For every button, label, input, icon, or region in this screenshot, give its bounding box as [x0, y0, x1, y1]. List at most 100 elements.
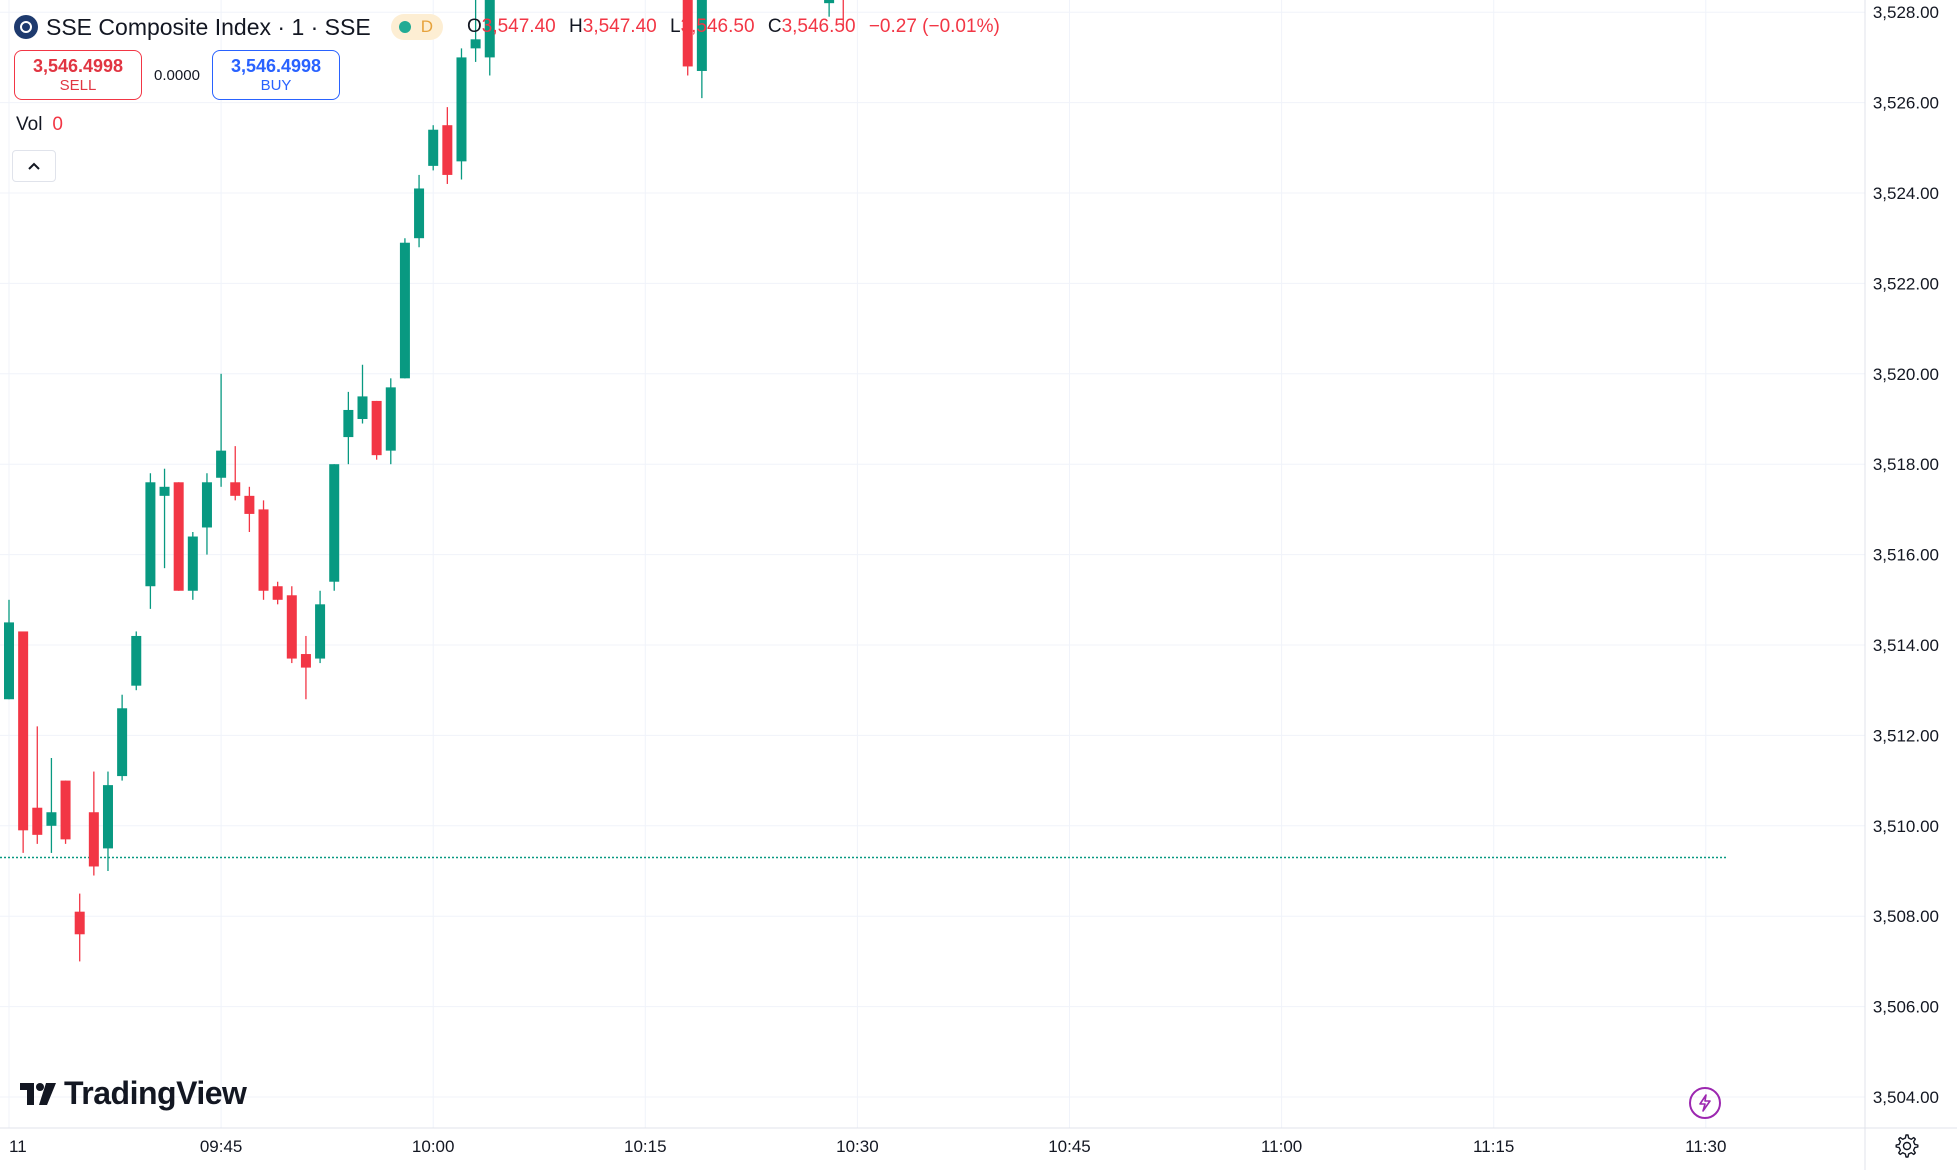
time-tick-label: 11:00	[1261, 1137, 1302, 1156]
spread-value: 0.0000	[154, 66, 200, 84]
time-tick-label: 11	[9, 1137, 27, 1156]
volume-label: Vol	[16, 114, 43, 135]
volume-legend[interactable]: Vol 0	[16, 114, 63, 136]
candle	[286, 586, 297, 664]
price-tick-label: 3,508.00	[1873, 907, 1939, 926]
sell-label: SELL	[59, 77, 97, 94]
time-axis: 11 09:45 10:00 10:15 10:30 10:45 11:00 11:15 11:…	[9, 1137, 1726, 1156]
candle	[329, 464, 340, 591]
candle	[442, 107, 453, 184]
candle-body	[484, 0, 495, 58]
candle	[470, 0, 481, 62]
candle	[244, 486, 255, 532]
candle-body	[230, 482, 241, 496]
candle	[117, 694, 128, 781]
candle	[682, 0, 693, 76]
close-label: C	[767, 16, 782, 37]
price-tick-label: 3,506.00	[1873, 998, 1939, 1017]
symbol-title[interactable]: SSE Composite Index · 1 · SSE	[46, 13, 371, 40]
candle-body	[258, 509, 269, 591]
candle	[357, 364, 368, 424]
candle-body	[286, 595, 297, 659]
price-tick-label: 3,504.00	[1873, 1088, 1939, 1107]
chart-header: SSE Composite Index · 1 · SSE D O 3,547.4…	[14, 12, 1008, 42]
lightning-icon	[1699, 1094, 1711, 1112]
lightning-button[interactable]	[1689, 1087, 1721, 1119]
candle	[60, 780, 71, 844]
candle	[201, 473, 212, 555]
high-label: H	[569, 16, 583, 37]
candle	[696, 0, 707, 99]
candle	[173, 482, 184, 591]
high-value: 3,547.40	[582, 16, 657, 37]
candle	[343, 391, 354, 465]
market-status-badge[interactable]: D	[390, 14, 443, 40]
candle	[32, 726, 43, 844]
candle-body	[399, 242, 410, 379]
tradingview-logo-icon	[20, 1082, 56, 1105]
candle	[46, 758, 57, 853]
price-tick-label: 3,518.00	[1873, 455, 1939, 474]
sse-logo-icon	[14, 15, 38, 39]
time-tick-label: 10:15	[624, 1137, 667, 1156]
sell-button[interactable]: 3,546.4998 SELL	[14, 50, 142, 100]
candle-body	[428, 129, 439, 166]
buy-button[interactable]: 3,546.4998 BUY	[212, 50, 340, 100]
candle-body	[682, 0, 693, 67]
candle	[88, 771, 99, 876]
candle	[18, 631, 29, 853]
price-tick-label: 3,516.00	[1873, 546, 1939, 565]
chevron-up-icon	[28, 162, 40, 170]
candle-body	[32, 807, 43, 835]
collapse-legend-button[interactable]	[12, 150, 56, 182]
candle-body	[216, 450, 227, 478]
open-label: O	[466, 16, 482, 37]
time-tick-label: 11:30	[1685, 1137, 1726, 1156]
market-open-dot-icon	[398, 21, 411, 33]
candle-body	[414, 188, 425, 239]
candle	[484, 0, 495, 76]
candle-body	[696, 0, 707, 71]
candle-body	[244, 495, 255, 514]
candle-body	[4, 622, 14, 700]
candle-body	[145, 482, 156, 587]
candle	[145, 473, 156, 609]
price-tick-label: 3,528.00	[1873, 3, 1939, 22]
settings-icon[interactable]	[1893, 1132, 1919, 1158]
candle-body	[470, 39, 481, 49]
low-label: L	[670, 16, 681, 37]
candle-body	[60, 780, 71, 840]
candle	[230, 446, 241, 501]
candle	[428, 125, 439, 171]
candle	[385, 378, 396, 465]
buy-label: BUY	[260, 77, 292, 94]
candle-body	[46, 812, 57, 826]
time-tick-label: 11:15	[1473, 1137, 1514, 1156]
candle-body	[371, 400, 382, 456]
price-axis: 3,504.00 3,506.00 3,508.00 3,510.00 3,512.00…	[1873, 3, 1939, 1107]
close-value: 3,546.50	[781, 16, 856, 37]
candle	[824, 0, 835, 17]
candle-body	[300, 654, 311, 668]
candle-body	[442, 125, 453, 175]
price-tick-label: 3,522.00	[1873, 274, 1939, 293]
candle-body	[187, 536, 198, 591]
candle-body	[329, 464, 340, 582]
candle-body	[88, 812, 99, 867]
candle-body	[201, 482, 212, 528]
candle	[272, 581, 283, 605]
candle-body	[102, 785, 113, 849]
candle	[300, 635, 311, 700]
tradingview-watermark[interactable]: TradingView	[20, 1075, 247, 1112]
candle-body	[74, 911, 85, 935]
time-tick-label: 10:00	[412, 1137, 455, 1156]
low-value: 3,546.50	[680, 16, 755, 37]
badge-label: D	[420, 17, 433, 36]
time-tick-label: 10:30	[836, 1137, 879, 1156]
tradingview-wordmark: TradingView	[64, 1075, 247, 1111]
candle	[456, 48, 467, 180]
candle	[187, 532, 198, 600]
candle	[216, 373, 227, 487]
